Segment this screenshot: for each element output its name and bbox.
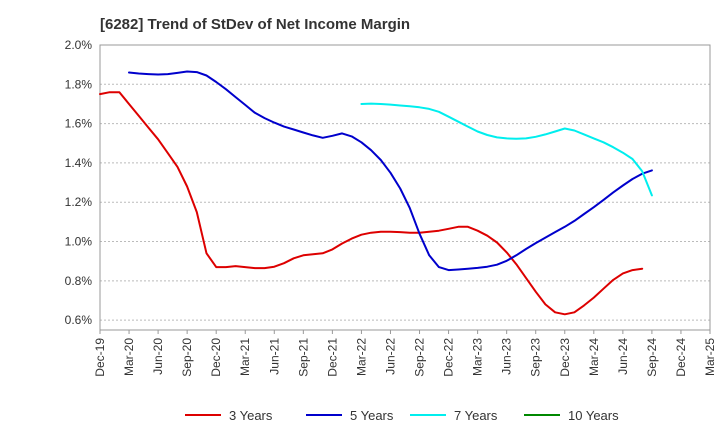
x-tick-label: Mar-24 (587, 338, 601, 376)
x-tick-label: Dec-19 (93, 338, 107, 377)
y-tick-label: 1.4% (65, 156, 93, 170)
legend-item-5-years: 5 Years (306, 404, 393, 426)
x-tick-label: Mar-20 (122, 338, 136, 376)
x-tick-label: Sep-22 (413, 338, 427, 377)
legend-swatch (524, 414, 560, 416)
y-tick-label: 1.0% (65, 235, 93, 249)
x-tick-label: Sep-21 (296, 338, 310, 377)
series-line-7-years (360, 102, 653, 197)
legend-label: 10 Years (568, 407, 619, 423)
x-tick-label: Jun-23 (500, 338, 514, 375)
y-tick-label: 1.2% (65, 195, 93, 209)
y-tick-label: 1.8% (65, 77, 93, 91)
x-tick-label: Mar-23 (471, 338, 485, 376)
legend-swatch (306, 414, 342, 416)
x-tick-label: Jun-21 (267, 338, 281, 375)
legend-label: 3 Years (229, 407, 273, 423)
chart-title: [6282] Trend of StDev of Net Income Marg… (100, 16, 411, 33)
y-tick-label: 1.6% (65, 117, 93, 131)
series-lines (99, 70, 653, 316)
x-tick-label: Sep-24 (645, 338, 659, 377)
y-tick-label: 2.0% (65, 38, 93, 52)
series-line-5-years (128, 70, 653, 272)
x-axis: Dec-19 Mar-20 Jun-20 Sep-20 Dec-20 Mar-21 Jun-… (93, 330, 717, 377)
x-tick-label: Sep-23 (529, 338, 543, 377)
y-axis: 0.6% 0.8% 1.0% 1.2% 1.4% 1.6% 1.8% 2.0% (65, 38, 93, 327)
x-tick-label: Jun-20 (151, 338, 165, 375)
x-tick-label: Dec-20 (209, 338, 223, 377)
legend-item-10-years: 10 Years (524, 404, 619, 426)
y-tick-label: 0.8% (65, 274, 93, 288)
x-tick-label: Dec-23 (558, 338, 572, 377)
legend-label: 7 Years (454, 407, 498, 423)
legend-item-3-years: 3 Years (185, 404, 272, 426)
plot-area-border (99, 44, 711, 331)
legend-item-7-years: 7 Years (410, 404, 497, 426)
x-tick-label: Dec-21 (325, 338, 339, 377)
x-tick-label: Dec-24 (674, 338, 688, 377)
x-tick-label: Mar-21 (238, 338, 252, 376)
x-tick-label: Mar-25 (703, 338, 717, 376)
series-line-3-years (99, 91, 644, 316)
x-tick-label: Sep-20 (180, 338, 194, 377)
y-tick-label: 0.6% (65, 313, 93, 327)
legend-label: 5 Years (350, 407, 394, 423)
legend: 3 Years 5 Years 7 Years 10 Years (0, 404, 720, 426)
x-tick-label: Dec-22 (442, 338, 456, 377)
x-tick-label: Jun-24 (616, 338, 630, 375)
legend-swatch (410, 414, 446, 416)
x-tick-label: Jun-22 (383, 338, 397, 375)
legend-swatch (185, 414, 221, 416)
grid-lines (100, 44, 710, 321)
x-tick-label: Mar-22 (354, 338, 368, 376)
